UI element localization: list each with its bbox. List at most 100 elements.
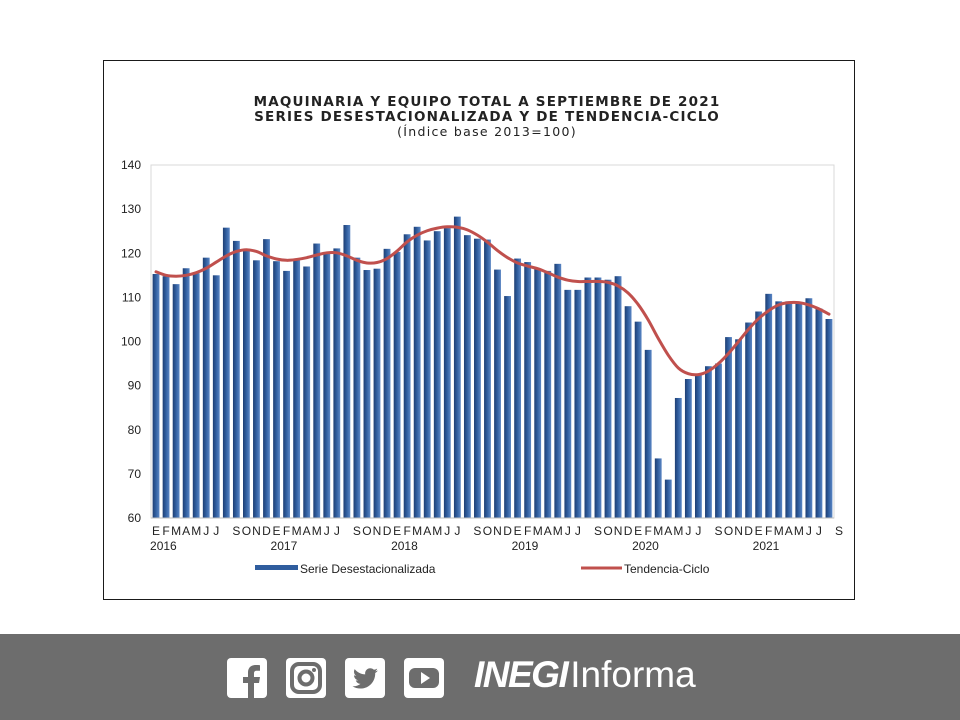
- month-label: J: [454, 524, 460, 538]
- instagram-icon[interactable]: [286, 658, 326, 698]
- month-label: O: [483, 524, 492, 538]
- month-label: F: [524, 524, 531, 538]
- bar: [745, 322, 753, 518]
- bar: [775, 301, 783, 518]
- month-label: O: [603, 524, 612, 538]
- y-tick-label: 110: [122, 290, 141, 304]
- bar: [172, 284, 180, 518]
- month-label: N: [252, 524, 261, 538]
- bar-series: [152, 216, 833, 519]
- month-label: F: [162, 524, 169, 538]
- bar: [634, 321, 642, 518]
- month-label: D: [624, 524, 633, 538]
- bar: [403, 234, 411, 518]
- month-label: E: [393, 524, 401, 538]
- bar: [654, 458, 662, 518]
- month-label: A: [785, 524, 793, 538]
- month-label: A: [182, 524, 190, 538]
- month-label: J: [816, 524, 822, 538]
- month-label: J: [565, 524, 571, 538]
- bar: [373, 268, 381, 518]
- bar: [825, 319, 833, 518]
- month-label: N: [493, 524, 502, 538]
- month-label: E: [514, 524, 522, 538]
- year-label: 2020: [632, 539, 659, 553]
- twitter-icon[interactable]: [345, 658, 385, 698]
- bar: [243, 251, 250, 519]
- footer-bar: INEGIInforma: [0, 634, 960, 720]
- year-label: 2019: [512, 539, 539, 553]
- month-label: M: [653, 524, 663, 538]
- bar: [162, 276, 170, 518]
- month-label: M: [171, 524, 181, 538]
- bar: [393, 251, 401, 518]
- bar: [604, 279, 612, 518]
- bar: [514, 258, 522, 518]
- bar: [232, 240, 240, 518]
- month-label: F: [765, 524, 772, 538]
- month-label: J: [334, 524, 340, 538]
- facebook-icon[interactable]: [227, 658, 267, 698]
- bar: [504, 296, 511, 518]
- bar: [212, 275, 220, 518]
- month-label: M: [774, 524, 784, 538]
- year-label: 2017: [271, 539, 298, 553]
- bar: [273, 261, 280, 518]
- month-label: E: [755, 524, 763, 538]
- chart-title: MAQUINARIA Y EQUIPO TOTAL A SEPTIEMBRE D…: [254, 94, 721, 110]
- month-label: E: [273, 524, 281, 538]
- brand-inegi: INEGI: [474, 654, 569, 695]
- bar: [383, 248, 391, 518]
- bar: [253, 260, 260, 518]
- bar: [353, 257, 361, 518]
- month-label: J: [695, 524, 701, 538]
- bar: [152, 273, 160, 518]
- month-label: M: [533, 524, 543, 538]
- month-label: M: [191, 524, 201, 538]
- bar: [333, 248, 341, 518]
- year-label: 2021: [753, 539, 780, 553]
- bar: [705, 366, 712, 518]
- bar: [574, 289, 582, 518]
- month-label: S: [835, 524, 843, 538]
- y-tick-label: 100: [121, 335, 141, 349]
- trend-series: [154, 225, 831, 377]
- month-label: A: [423, 524, 431, 538]
- bar: [534, 268, 542, 518]
- month-label: A: [544, 524, 552, 538]
- bar: [554, 263, 562, 518]
- bar: [815, 308, 823, 518]
- month-label: F: [645, 524, 652, 538]
- chart-frame: MAQUINARIA Y EQUIPO TOTAL A SEPTIEMBRE D…: [103, 60, 855, 600]
- month-label: F: [283, 524, 290, 538]
- bar: [594, 277, 602, 518]
- bar: [484, 239, 491, 518]
- chart-subtitle: SERIES DESESTACIONALIZADA Y DE TENDENCIA…: [254, 109, 720, 125]
- month-label: E: [152, 524, 160, 538]
- month-label: J: [444, 524, 450, 538]
- bar: [463, 235, 471, 518]
- year-label: 2016: [150, 539, 177, 553]
- month-label: D: [503, 524, 512, 538]
- y-tick-label: 80: [128, 423, 142, 437]
- month-label: N: [373, 524, 382, 538]
- bar: [283, 270, 291, 518]
- bar: [755, 311, 763, 518]
- bar: [423, 240, 431, 518]
- month-label: S: [473, 524, 481, 538]
- month-label: M: [312, 524, 322, 538]
- month-label: S: [353, 524, 361, 538]
- bar: [453, 216, 461, 518]
- bar: [293, 259, 301, 518]
- month-label: J: [575, 524, 581, 538]
- bar: [544, 270, 552, 518]
- bar: [725, 337, 732, 518]
- youtube-icon[interactable]: [404, 658, 444, 698]
- month-label: O: [242, 524, 251, 538]
- bar: [765, 293, 773, 518]
- brand-informa: Informa: [570, 654, 696, 695]
- bar: [433, 231, 441, 518]
- bar: [624, 306, 632, 518]
- legend-line-label: Tendencia-Ciclo: [624, 562, 710, 576]
